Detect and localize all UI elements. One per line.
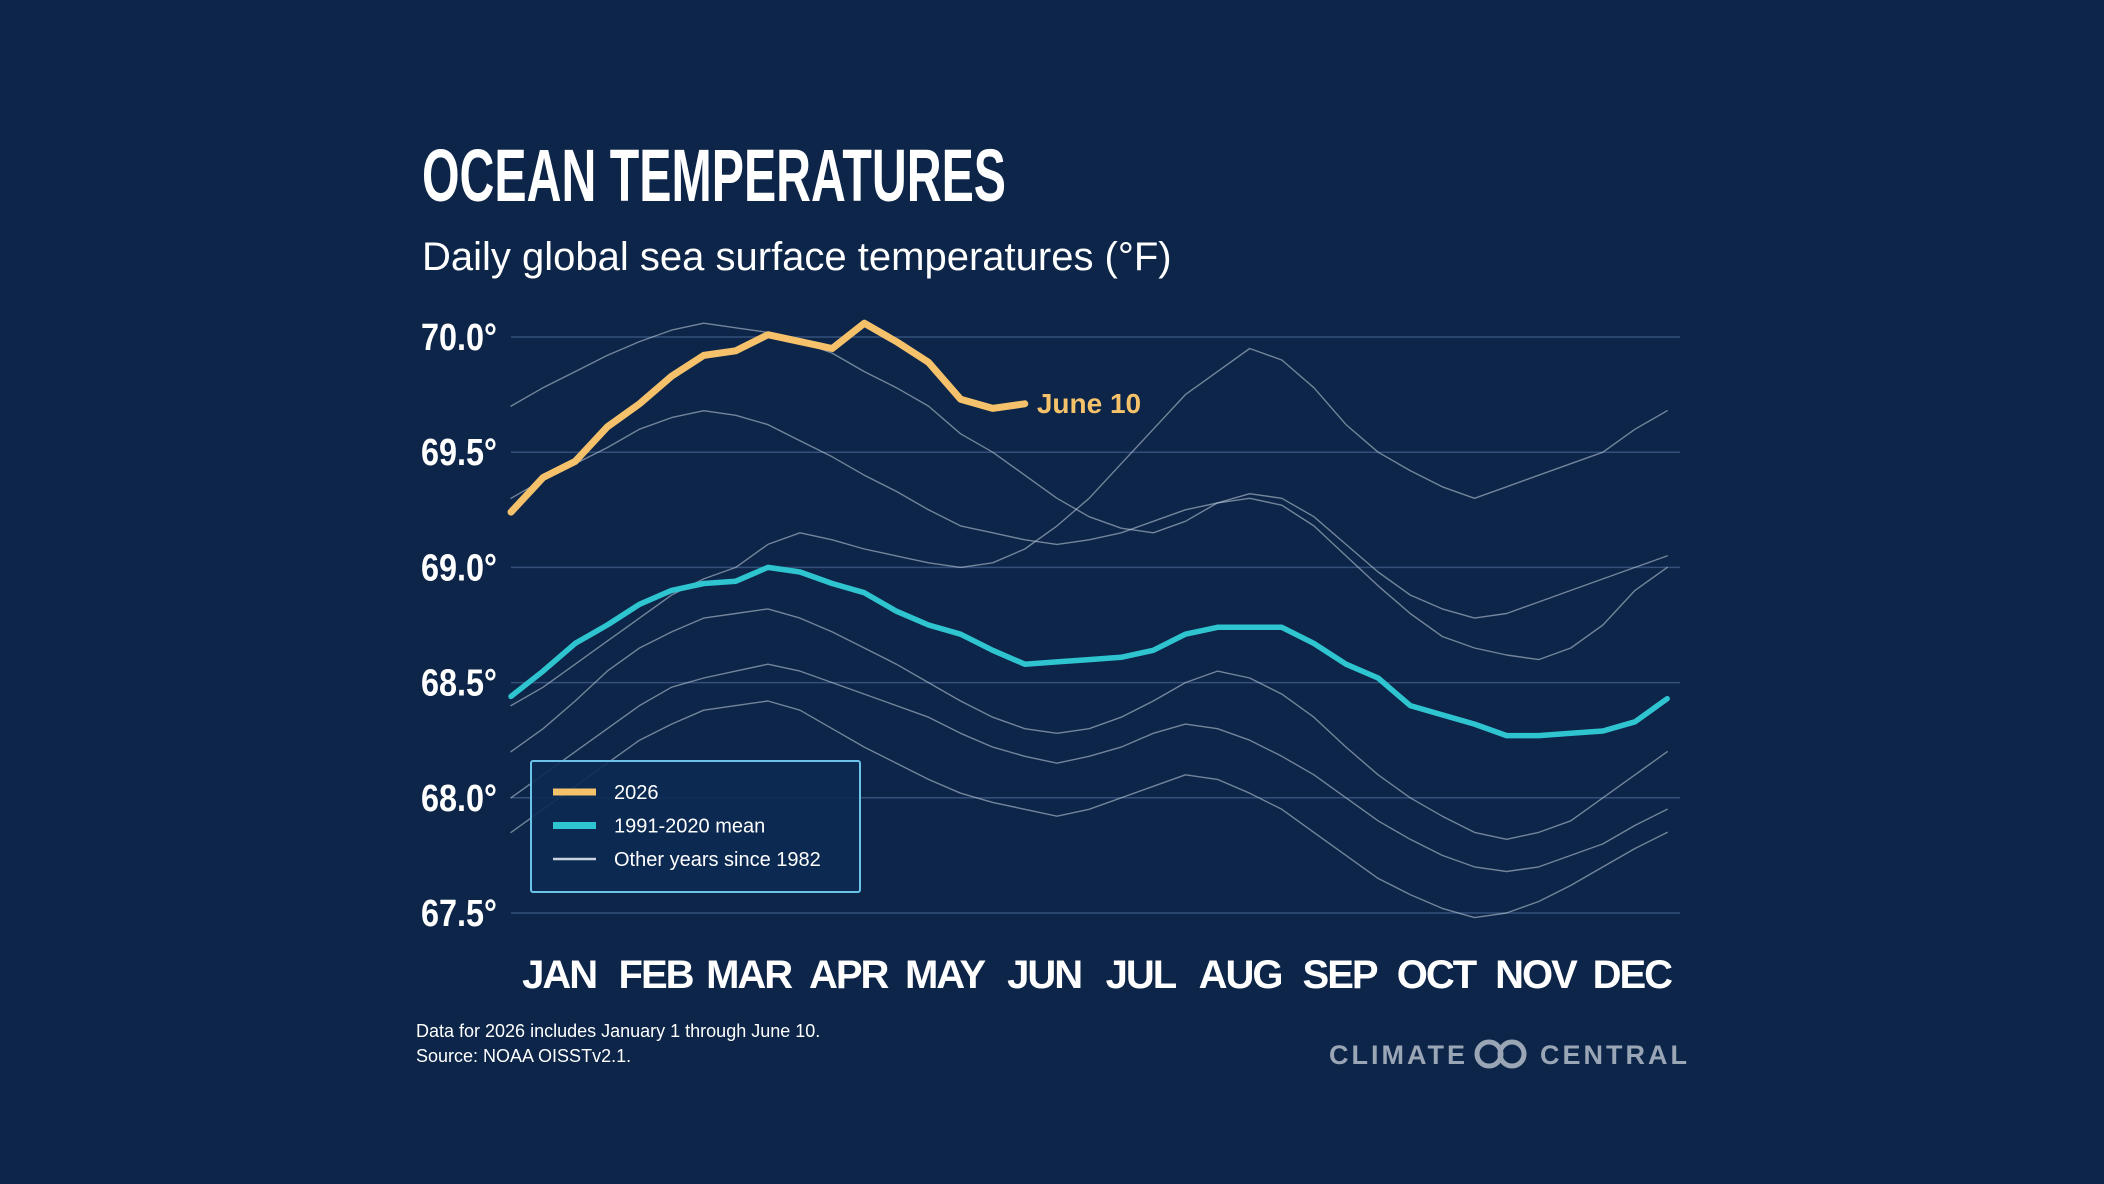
x-tick-label: JUN — [1007, 953, 1081, 997]
logo-mark — [1497, 1039, 1527, 1069]
logo: CLIMATE CENTRAL — [1329, 1039, 1690, 1070]
x-tick-label: APR — [809, 953, 890, 997]
legend-label: 1991-2020 mean — [614, 816, 765, 838]
logo-text: CLIMATE — [1329, 1040, 1468, 1070]
legend-label: 2026 — [614, 782, 659, 804]
chart-title: OCEAN TEMPERATURES — [422, 134, 1006, 217]
series-line — [510, 663, 1668, 873]
series-line — [508, 564, 1670, 739]
legend: 2026 1991-2020 mean Other years since 1982 — [530, 760, 861, 893]
series-line — [510, 347, 1668, 707]
x-tick-label: NOV — [1495, 953, 1578, 997]
legend-label: Other years since 1982 — [614, 849, 821, 871]
series-line — [510, 410, 1668, 661]
footnote: Data for 2026 includes January 1 through… — [416, 1021, 820, 1041]
series-line — [510, 608, 1668, 840]
x-tick-label: SEP — [1303, 953, 1378, 997]
x-tick-label: JUL — [1106, 953, 1177, 997]
x-tick-label: MAY — [905, 953, 987, 997]
x-tick-label: FEB — [619, 953, 694, 997]
legend-box — [530, 760, 861, 893]
series-line — [507, 319, 1029, 516]
chart-subtitle: Daily global sea surface temperatures (°… — [422, 235, 1172, 279]
y-tick-label: 70.0° — [421, 317, 497, 359]
series-line — [510, 700, 1668, 919]
y-tick-label: 69.5° — [421, 432, 497, 474]
y-tick-label: 69.0° — [421, 547, 497, 589]
y-tick-label: 68.5° — [421, 663, 497, 705]
annotation: June 10 — [1037, 388, 1141, 419]
x-tick-label: AUG — [1199, 953, 1282, 997]
footnote: Source: NOAA OISSTv2.1. — [416, 1046, 631, 1066]
x-tick-label: JAN — [522, 953, 596, 997]
x-tick-label: OCT — [1397, 953, 1477, 997]
x-tick-label: MAR — [706, 953, 793, 997]
x-tick-label: DEC — [1593, 953, 1673, 997]
logo-text: CENTRAL — [1540, 1040, 1690, 1070]
y-tick-label: 68.0° — [421, 778, 497, 820]
y-tick-label: 67.5° — [421, 893, 497, 935]
series-line — [510, 322, 1668, 619]
